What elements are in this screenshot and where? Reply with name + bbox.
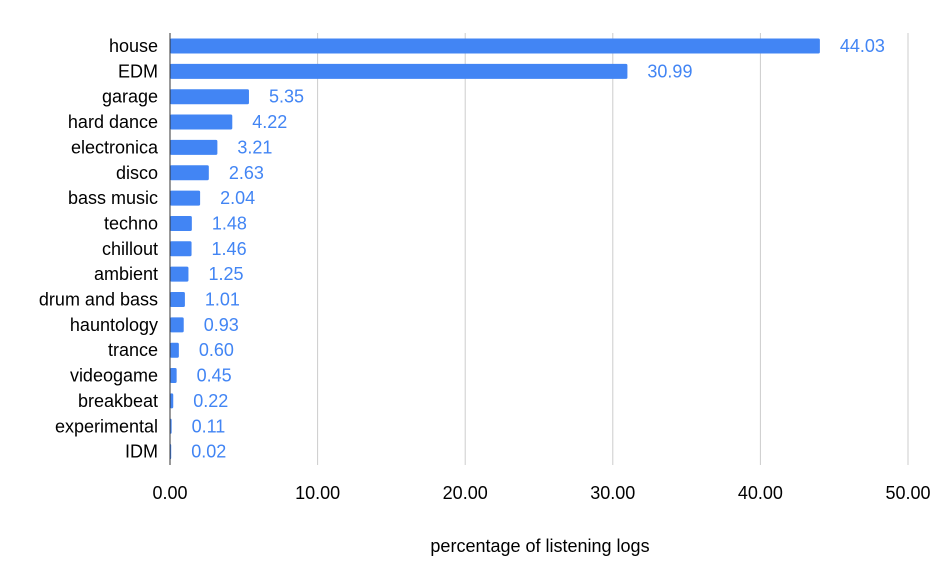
bar	[170, 317, 184, 333]
x-tick-labels: 0.00 10.00 20.00 30.00 40.00 50.00	[152, 483, 930, 503]
x-tick-label: 20.00	[443, 483, 488, 503]
bar	[170, 38, 820, 54]
bar	[170, 215, 192, 231]
data-label: 0.22	[193, 391, 228, 411]
category-label: hard dance	[68, 112, 158, 132]
bar	[170, 190, 201, 206]
category-label: electronica	[71, 137, 159, 157]
x-axis-title: percentage of listening logs	[430, 536, 649, 556]
category-label: bass music	[68, 188, 158, 208]
data-label: 1.01	[205, 290, 240, 310]
bar	[170, 393, 174, 409]
category-label: disco	[116, 163, 158, 183]
x-tick-label: 40.00	[738, 483, 783, 503]
value-labels: 44.03 30.99 5.35 4.22 3.21 2.63 2.04 1.48 1.46 1.…	[191, 36, 885, 462]
category-label: IDM	[125, 442, 158, 462]
category-label: garage	[102, 87, 158, 107]
bar	[170, 63, 628, 79]
bar	[170, 241, 192, 257]
data-label: 2.63	[229, 163, 264, 183]
data-label: 2.04	[220, 188, 255, 208]
bar	[170, 292, 185, 307]
bar	[170, 342, 179, 358]
category-label: EDM	[118, 61, 158, 81]
category-label: house	[109, 36, 158, 56]
bar	[170, 89, 249, 105]
category-label: ambient	[94, 264, 158, 284]
category-labels: house EDM garage hard dance electronica disco…	[39, 36, 159, 462]
x-tick-label: 50.00	[885, 483, 930, 503]
bar	[170, 139, 218, 155]
data-label: 0.11	[192, 416, 226, 436]
category-label: techno	[104, 213, 158, 233]
gridlines	[317, 33, 909, 465]
data-label: 5.35	[269, 87, 304, 107]
data-label: 0.02	[191, 442, 226, 462]
category-label: experimental	[55, 416, 158, 436]
category-label: breakbeat	[78, 391, 158, 411]
x-tick-label: 0.00	[152, 483, 187, 503]
data-label: 0.60	[199, 340, 234, 360]
data-label: 0.93	[204, 315, 239, 335]
category-label: trance	[108, 340, 158, 360]
bar	[170, 165, 209, 181]
bar	[170, 368, 177, 384]
category-label: chillout	[102, 239, 158, 259]
bar	[170, 266, 189, 282]
x-tick-label: 30.00	[590, 483, 635, 503]
data-label: 30.99	[647, 61, 692, 81]
data-label: 4.22	[252, 112, 287, 132]
data-label: 1.48	[212, 213, 247, 233]
category-label: hauntology	[70, 315, 158, 335]
data-label: 1.46	[212, 239, 247, 259]
data-label: 0.45	[197, 366, 232, 386]
bar	[170, 114, 233, 130]
data-label: 1.25	[208, 264, 243, 284]
category-label: drum and bass	[39, 290, 158, 310]
data-label: 3.21	[237, 137, 272, 157]
data-label: 44.03	[840, 36, 885, 56]
bars	[170, 38, 820, 460]
category-label: videogame	[70, 366, 158, 386]
x-tick-label: 10.00	[295, 483, 340, 503]
